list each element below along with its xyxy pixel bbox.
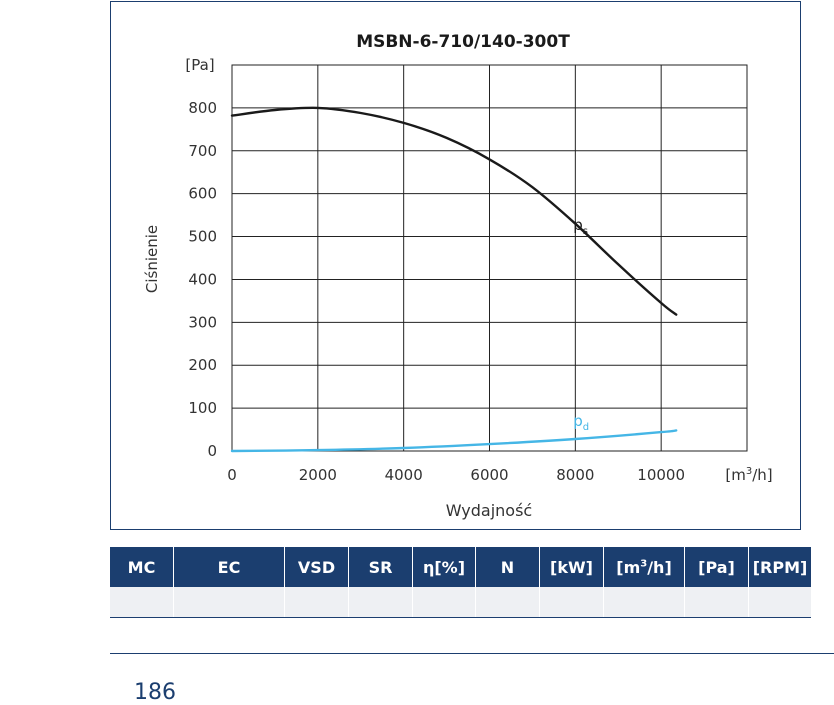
table-cell — [748, 587, 811, 618]
series-label-main: p — [573, 412, 583, 430]
header-label: [Pa] — [698, 557, 735, 577]
header-superscript: 3 — [640, 558, 648, 570]
x-tick-label: 6000 — [470, 466, 508, 484]
series-label-main: p — [573, 216, 583, 234]
table-cell — [173, 587, 285, 618]
table-cell — [539, 587, 604, 618]
header-label: [m — [616, 557, 641, 577]
table-header-cell: EC — [173, 547, 285, 587]
table-cell — [412, 587, 476, 618]
y-tick-label: 600 — [188, 185, 217, 203]
x-unit-main: [m — [725, 466, 745, 484]
table-cell — [284, 587, 349, 618]
header-label-tail: /h] — [647, 557, 672, 577]
x-unit-sup: 3 — [746, 466, 752, 477]
header-label: SR — [368, 557, 393, 577]
grid — [231, 64, 748, 452]
x-unit-label: [m3/h] — [725, 466, 772, 484]
header-label: MC — [127, 557, 156, 577]
series-label-sub: d — [583, 422, 589, 433]
table-row — [110, 587, 811, 618]
y-axis-label: Ciśnienie — [143, 225, 161, 293]
chart-frame: MSBN-6-710/140-300T [Pa] Ciśnienie Wydaj… — [110, 1, 801, 530]
x-tick-label: 8000 — [556, 466, 594, 484]
table-cell — [603, 587, 685, 618]
x-tick-label: 4000 — [385, 466, 423, 484]
y-tick-label: 400 — [188, 270, 217, 288]
y-tick-label: 100 — [188, 399, 217, 417]
series-line-pd — [230, 429, 678, 453]
table-header-cell: [RPM] — [748, 547, 811, 587]
table-cell — [475, 587, 540, 618]
table-header-cell: VSD — [284, 547, 349, 587]
tick-labels: 0 2000 4000 6000 8000 10000 0 100 200 300 400 500 60… — [188, 99, 685, 484]
table-header-cell: N — [475, 547, 540, 587]
spec-table: MC EC VSD SR η[%] N [kW] [m3/h] [Pa] [RPM] — [110, 547, 811, 618]
y-tick-label: 300 — [188, 313, 217, 331]
table-cell — [348, 587, 413, 618]
table-header-row: MC EC VSD SR η[%] N [kW] [m3/h] [Pa] [RPM] — [110, 547, 811, 587]
series-label-sub: s — [583, 226, 588, 237]
header-label: [kW] — [550, 557, 593, 577]
table-cell — [684, 587, 749, 618]
table-header-cell: MC — [110, 547, 174, 587]
series-label-ps: ps — [573, 216, 588, 237]
header-label: VSD — [297, 557, 336, 577]
y-tick-label: 700 — [188, 142, 217, 160]
x-axis-label: Wydajność — [446, 501, 532, 520]
performance-chart: MSBN-6-710/140-300T [Pa] Ciśnienie Wydaj… — [143, 32, 773, 520]
table-header-cell: [m3/h] — [603, 547, 685, 587]
x-tick-label: 2000 — [299, 466, 337, 484]
table-header-cell: η[%] — [412, 547, 476, 587]
chart-title: MSBN-6-710/140-300T — [356, 32, 570, 52]
y-tick-label: 800 — [188, 99, 217, 117]
header-label: η[%] — [422, 557, 466, 577]
x-tick-label: 10000 — [637, 466, 685, 484]
x-tick-label: 0 — [227, 466, 237, 484]
header-label: [RPM] — [752, 557, 808, 577]
bottom-rule — [110, 653, 834, 654]
x-unit-tail: /h] — [752, 466, 772, 484]
series-line-ps — [230, 106, 678, 316]
table-header-cell: [kW] — [539, 547, 604, 587]
header-label: EC — [217, 557, 241, 577]
y-tick-label: 500 — [188, 228, 217, 246]
y-unit-label: [Pa] — [185, 56, 214, 74]
table-header-cell: SR — [348, 547, 413, 587]
header-label: N — [500, 557, 515, 577]
page-number: 186 — [134, 680, 176, 705]
y-tick-label: 0 — [207, 442, 217, 460]
table-cell — [110, 587, 174, 618]
series-label-pd: pd — [573, 412, 589, 433]
table-header-cell: [Pa] — [684, 547, 749, 587]
y-tick-label: 200 — [188, 356, 217, 374]
